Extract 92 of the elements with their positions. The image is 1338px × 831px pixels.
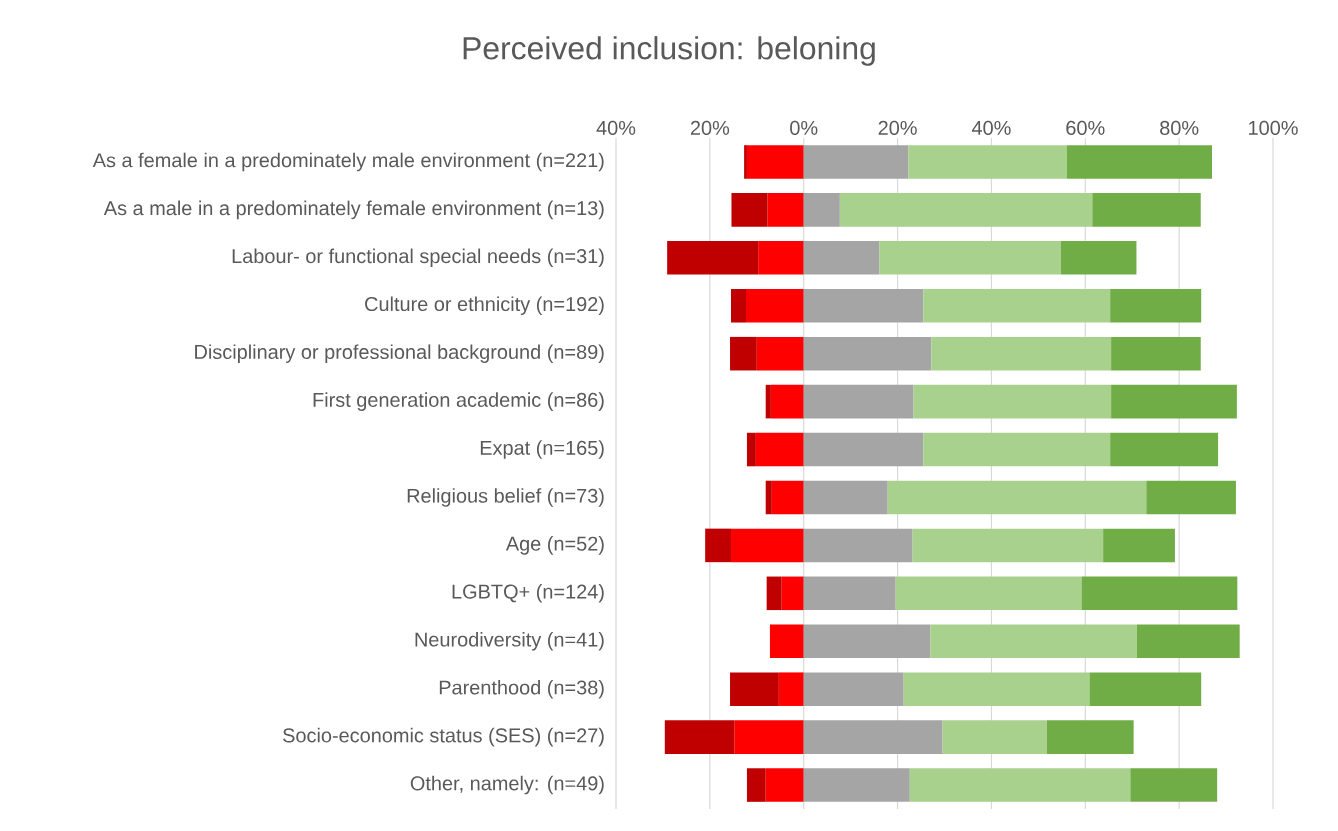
bar bbox=[1110, 288, 1202, 323]
bar bbox=[731, 193, 768, 227]
bar bbox=[1136, 624, 1240, 659]
bar bbox=[803, 672, 904, 706]
y-tick-label: First generation academic (n=86) bbox=[313, 392, 604, 411]
bar bbox=[734, 720, 804, 754]
y-tick-label: Disciplinary or professional background (n=89) bbox=[195, 344, 604, 363]
bar bbox=[1046, 720, 1134, 754]
x-tick-label: 60% bbox=[1066, 120, 1105, 135]
x-tick-label: 100% bbox=[1249, 120, 1298, 135]
bar bbox=[1089, 672, 1202, 706]
bar bbox=[803, 576, 896, 611]
bar bbox=[1092, 193, 1201, 227]
bar bbox=[770, 384, 804, 419]
y-tick-label: Neurodiversity (n=41) bbox=[415, 631, 604, 651]
bar bbox=[1060, 241, 1137, 275]
bar bbox=[895, 576, 1082, 611]
bar bbox=[765, 480, 772, 515]
bar bbox=[730, 288, 746, 323]
bar bbox=[803, 528, 913, 563]
bar bbox=[803, 624, 931, 659]
bar bbox=[930, 624, 1137, 659]
bar bbox=[923, 432, 1111, 467]
bar bbox=[839, 193, 1093, 227]
bar bbox=[744, 145, 747, 179]
y-tick-label: Culture or ethnicity (n=192) bbox=[365, 296, 604, 316]
bar bbox=[730, 528, 804, 563]
bar bbox=[1103, 528, 1175, 563]
bar bbox=[766, 576, 782, 611]
bar bbox=[803, 336, 932, 371]
y-tick-label: Religious belief (n=73) bbox=[407, 488, 604, 507]
x-tick-label: 40% bbox=[971, 120, 1011, 135]
bar bbox=[803, 193, 840, 227]
bar bbox=[803, 384, 914, 419]
bar bbox=[767, 193, 804, 227]
bar bbox=[1111, 336, 1201, 371]
bar bbox=[803, 145, 909, 179]
bar bbox=[730, 336, 757, 371]
bar bbox=[1110, 432, 1219, 467]
bar bbox=[912, 528, 1104, 563]
bar bbox=[771, 480, 804, 515]
bar bbox=[1146, 480, 1236, 515]
bar bbox=[769, 624, 804, 659]
bar bbox=[803, 288, 924, 323]
y-tick-label: Expat (n=165) bbox=[480, 440, 604, 459]
bar bbox=[803, 720, 943, 754]
bar bbox=[931, 336, 1112, 371]
x-tick-label: 80% bbox=[1160, 120, 1199, 135]
y-tick-label: Age (n=52) bbox=[505, 536, 604, 555]
x-tick-label: 20% bbox=[878, 120, 917, 135]
bar bbox=[1130, 768, 1218, 802]
bar bbox=[879, 241, 1061, 275]
x-tick-label: 20% bbox=[690, 120, 730, 135]
y-tick-label: LGBTQ+ (n=124) bbox=[452, 584, 604, 603]
y-tick-label: As a male in a predominately female environment (n=13) bbox=[103, 200, 604, 220]
bar bbox=[908, 145, 1067, 179]
bar bbox=[758, 241, 804, 275]
y-tick-label: Labour- or functional special needs (n=31) bbox=[232, 248, 604, 268]
x-tick-label: 40% bbox=[596, 120, 636, 135]
y-tick-label: Parenthood (n=38) bbox=[439, 679, 604, 699]
bar bbox=[664, 720, 735, 754]
bar bbox=[913, 384, 1112, 419]
bar bbox=[745, 288, 804, 323]
bar bbox=[705, 528, 731, 563]
y-tick-label: Socio-economic status (SES) (n=27) bbox=[283, 727, 604, 747]
bar bbox=[746, 432, 756, 467]
bar bbox=[667, 241, 759, 275]
bar bbox=[765, 768, 804, 802]
bar bbox=[730, 672, 779, 706]
bar bbox=[903, 672, 1090, 706]
x-tick-label: 0% bbox=[790, 120, 818, 135]
bar bbox=[803, 768, 910, 802]
bar bbox=[887, 480, 1147, 515]
bar bbox=[909, 768, 1131, 802]
bar bbox=[1111, 384, 1237, 419]
bar bbox=[942, 720, 1047, 754]
y-tick-label: Other, namely: (n=49) bbox=[410, 775, 604, 795]
bar bbox=[756, 336, 804, 371]
chart-title: Perceived inclusion: beloning bbox=[463, 36, 875, 66]
bar bbox=[765, 384, 771, 419]
bar bbox=[778, 672, 804, 706]
bar bbox=[746, 768, 766, 802]
bar bbox=[781, 576, 804, 611]
bar bbox=[755, 432, 804, 467]
bar bbox=[1066, 145, 1212, 179]
bar bbox=[746, 145, 804, 179]
bar bbox=[803, 480, 888, 515]
bar bbox=[803, 432, 924, 467]
bar bbox=[923, 288, 1111, 323]
bar bbox=[1081, 576, 1238, 611]
bar bbox=[803, 241, 880, 275]
y-tick-label: As a female in a predominately male environment (n=221) bbox=[92, 152, 604, 172]
